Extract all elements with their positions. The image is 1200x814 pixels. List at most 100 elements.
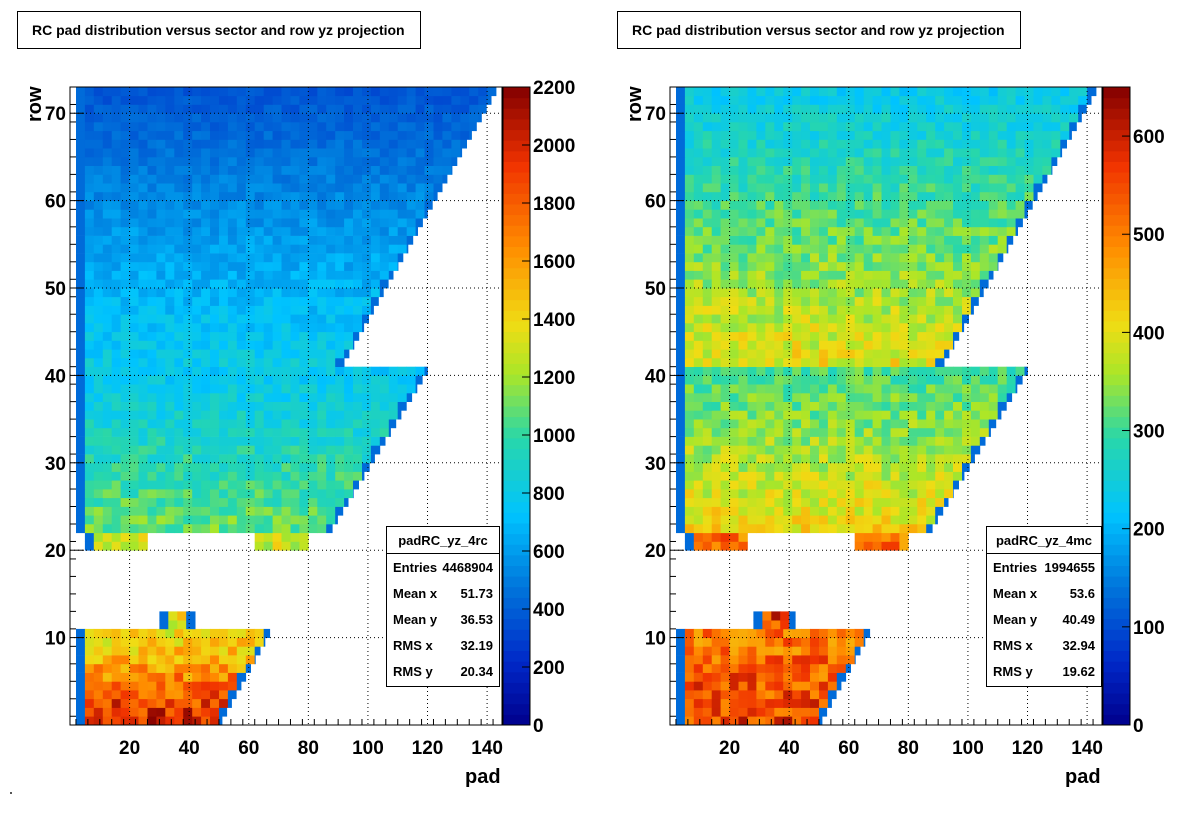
heatmap-cell <box>138 113 148 123</box>
heatmap-cell <box>693 497 704 507</box>
heatmap-cell <box>138 340 148 350</box>
heatmap-cell <box>854 375 864 385</box>
heatmap-cell <box>684 113 695 123</box>
heatmap-cell <box>863 524 873 534</box>
heatmap-cell <box>908 139 918 149</box>
heatmap-cell <box>317 375 327 385</box>
heatmap-cell <box>953 462 963 472</box>
heatmap-cell <box>263 445 273 455</box>
heatmap-cell <box>783 340 793 350</box>
heatmap-cell <box>1015 148 1025 158</box>
heatmap-cell <box>76 226 86 236</box>
heatmap-cell <box>1006 174 1016 184</box>
y-tick-label: 20 <box>45 541 66 562</box>
heatmap-cell <box>738 357 748 367</box>
heatmap-cell <box>899 87 909 97</box>
heatmap-cell <box>953 113 963 123</box>
colorbar-step <box>503 544 530 556</box>
heatmap-cell <box>192 218 202 228</box>
heatmap-cell <box>684 209 695 219</box>
heatmap-cell <box>810 401 820 411</box>
heatmap-cell <box>774 392 784 402</box>
heatmap-cell <box>299 209 309 219</box>
heatmap-cell <box>801 314 811 324</box>
heatmap-cell <box>881 445 891 455</box>
heatmap-cell <box>881 279 891 289</box>
heatmap-cell <box>765 323 775 333</box>
heatmap-cell <box>201 646 211 656</box>
heatmap-cell <box>792 401 802 411</box>
heatmap-cell <box>845 628 856 638</box>
heatmap-cell <box>254 261 264 271</box>
heatmap-cell <box>711 296 721 306</box>
heatmap-cell <box>102 288 113 298</box>
heatmap-cell <box>281 218 291 228</box>
heatmap-cell <box>720 270 730 280</box>
heatmap-cell <box>370 296 379 306</box>
heatmap-cell <box>192 288 202 298</box>
heatmap-cell <box>138 218 148 228</box>
heatmap-cell <box>827 681 838 691</box>
heatmap-cell <box>783 419 793 429</box>
heatmap-cell <box>210 270 220 280</box>
heatmap-cell <box>478 95 488 105</box>
colorbar-step <box>503 395 530 407</box>
heatmap-cell <box>970 384 981 394</box>
heatmap-cell <box>684 454 695 464</box>
y-tick-label: 10 <box>45 629 66 650</box>
heatmap-cell <box>281 524 291 534</box>
heatmap-cell <box>676 497 686 507</box>
heatmap-cell <box>192 637 202 647</box>
heatmap-cell <box>111 410 121 420</box>
heatmap-cell <box>335 104 345 114</box>
heatmap-cell <box>129 323 139 333</box>
heatmap-cell <box>765 156 775 166</box>
heatmap-cell <box>183 218 193 228</box>
heatmap-cell <box>774 515 784 525</box>
heatmap-cell <box>76 489 86 499</box>
heatmap-cell <box>362 323 365 333</box>
heatmap-cell <box>219 427 229 437</box>
heatmap-cell <box>156 681 166 691</box>
heatmap-cell <box>1024 165 1034 175</box>
heatmap-cell <box>326 331 336 341</box>
heatmap-cell <box>962 366 972 376</box>
heatmap-cell <box>308 235 318 245</box>
heatmap-cell <box>872 218 882 228</box>
heatmap-cell <box>469 87 479 97</box>
heatmap-cell <box>792 104 802 114</box>
heatmap-cell <box>926 244 936 254</box>
colorbar-step <box>503 374 530 386</box>
heatmap-cell <box>236 165 247 175</box>
heatmap-cell <box>783 156 793 166</box>
heatmap-cell <box>388 87 399 97</box>
heatmap-cell <box>988 401 999 411</box>
heatmap-cell <box>881 436 891 446</box>
heatmap-cell <box>362 122 372 132</box>
heatmap-cell <box>263 410 273 420</box>
heatmap-cell <box>192 209 202 219</box>
heatmap-cell <box>890 174 900 184</box>
heatmap-cell <box>926 296 936 306</box>
heatmap-cell <box>210 707 220 717</box>
heatmap-cell <box>227 253 238 263</box>
heatmap-cell <box>676 183 686 193</box>
heatmap-cell <box>970 270 981 280</box>
stats-label: Mean y <box>993 611 1038 627</box>
heatmap-cell <box>93 532 104 542</box>
heatmap-cell <box>890 375 900 385</box>
heatmap-cell <box>756 698 766 708</box>
heatmap-cell <box>290 104 300 114</box>
heatmap-cell <box>792 672 802 682</box>
heatmap-cell <box>183 174 193 184</box>
heatmap-cell <box>120 209 130 219</box>
heatmap-cell <box>183 340 193 350</box>
heatmap-cell <box>827 384 838 394</box>
heatmap-cell <box>245 340 256 350</box>
heatmap-cell <box>156 104 166 114</box>
heatmap-cell <box>810 392 820 402</box>
heatmap-cell <box>845 506 856 516</box>
colorbar-step <box>1103 235 1130 247</box>
heatmap-cell <box>863 253 873 263</box>
heatmap-cell <box>183 305 193 315</box>
